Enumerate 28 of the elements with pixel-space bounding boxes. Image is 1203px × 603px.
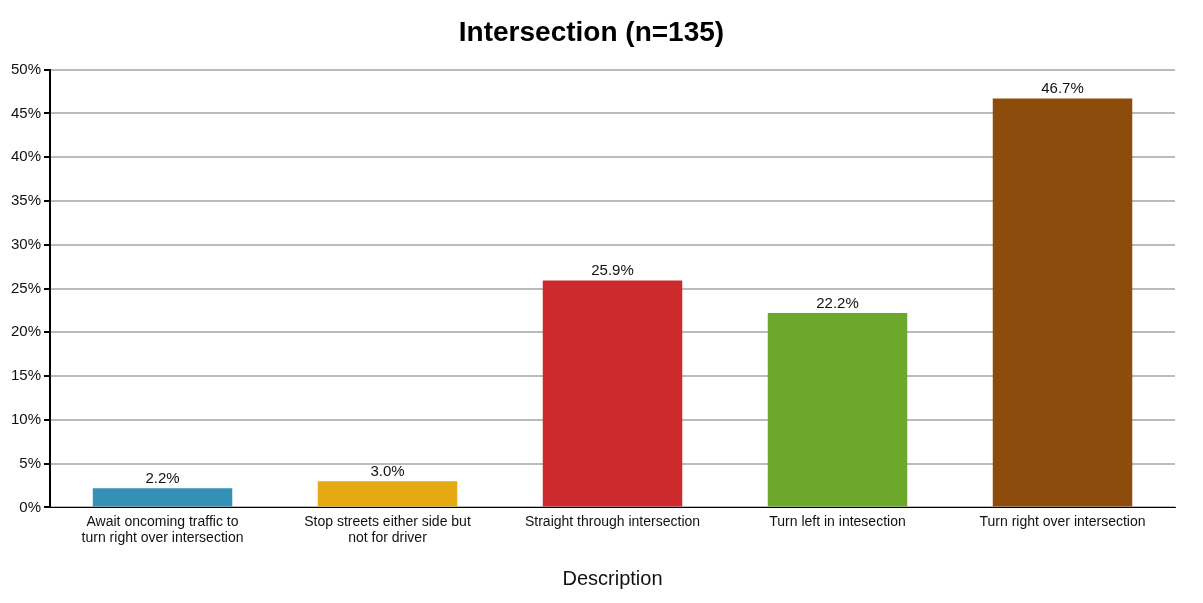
y-tick-label: 0%: [19, 497, 42, 515]
x-axis-title: Description: [562, 566, 663, 589]
x-tick-label: Straight through intersection: [524, 512, 701, 529]
bar: [92, 488, 233, 507]
y-tick-label: 45%: [10, 103, 42, 121]
bar: [317, 481, 458, 507]
data-label: 2.2%: [145, 468, 180, 486]
chart-title: Intersection (n=135): [458, 15, 725, 47]
bar: [992, 98, 1133, 507]
x-tick-label: Await oncoming traffic to turn right over intersection: [81, 512, 244, 546]
y-tick-label: 15%: [10, 366, 42, 384]
data-label: 46.7%: [1041, 79, 1084, 97]
bar: [542, 280, 683, 507]
bar: [767, 313, 908, 507]
x-tick-label: Turn left in intesection: [769, 512, 906, 529]
data-label: 25.9%: [591, 261, 634, 279]
y-tick-label: 35%: [10, 191, 42, 209]
y-tick-label: 40%: [10, 147, 42, 165]
x-tick-label: Stop streets either side but not for driver: [304, 512, 471, 546]
y-tick-label: 50%: [10, 59, 42, 77]
y-tick-label: 25%: [10, 278, 42, 296]
x-tick-label: Turn right over intersection: [979, 512, 1146, 529]
y-tick-label: 20%: [10, 322, 42, 340]
y-tick-label: 5%: [19, 453, 42, 471]
y-tick-label: 30%: [10, 234, 42, 252]
y-tick-label: 10%: [10, 409, 42, 427]
data-label: 3.0%: [370, 461, 405, 479]
data-label: 22.2%: [816, 293, 859, 311]
